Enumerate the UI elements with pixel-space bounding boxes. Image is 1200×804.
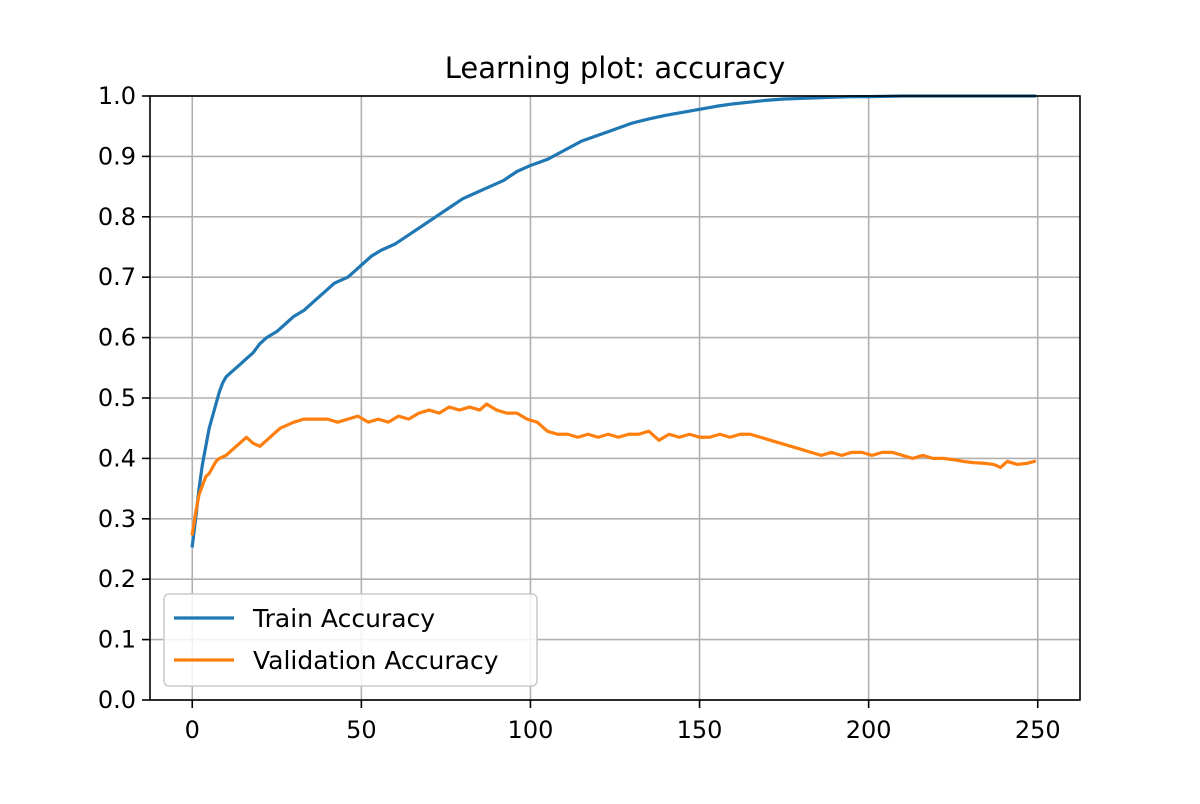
y-tick-label: 0.7 — [98, 263, 136, 291]
y-axis: 0.0 0.1 0.2 0.3 0.4 0.5 0.6 0.7 0.8 0.9 1.0 — [98, 82, 150, 714]
y-tick-label: 0.1 — [98, 626, 136, 654]
y-tick-label: 0.3 — [98, 505, 136, 533]
x-tick-label: 150 — [677, 716, 723, 744]
y-tick-label: 0.5 — [98, 384, 136, 412]
x-tick-label: 100 — [508, 716, 554, 744]
series-line-train-accuracy — [190, 94, 1036, 548]
series-line-validation-accuracy — [190, 402, 1037, 536]
y-tick-label: 0.4 — [98, 444, 136, 472]
legend-label: Train Accuracy — [252, 604, 435, 633]
legend: Train Accuracy Validation Accuracy — [163, 593, 538, 687]
y-tick-label: 0.8 — [98, 203, 136, 231]
chart-title: Learning plot: accuracy — [445, 51, 786, 85]
x-axis: 0 50 100 150 200 250 — [185, 700, 1061, 744]
x-tick-label: 50 — [346, 716, 377, 744]
x-tick-label: 0 — [185, 716, 200, 744]
y-tick-label: 0.6 — [98, 324, 136, 352]
x-tick-label: 250 — [1015, 716, 1061, 744]
legend-box — [163, 593, 538, 687]
y-tick-label: 0.2 — [98, 565, 136, 593]
legend-label: Validation Accuracy — [253, 646, 499, 675]
y-tick-label: 0.9 — [98, 142, 136, 170]
y-tick-label: 1.0 — [98, 82, 136, 110]
y-tick-label: 0.0 — [98, 686, 136, 714]
series-lines — [190, 94, 1037, 548]
x-tick-label: 200 — [846, 716, 892, 744]
